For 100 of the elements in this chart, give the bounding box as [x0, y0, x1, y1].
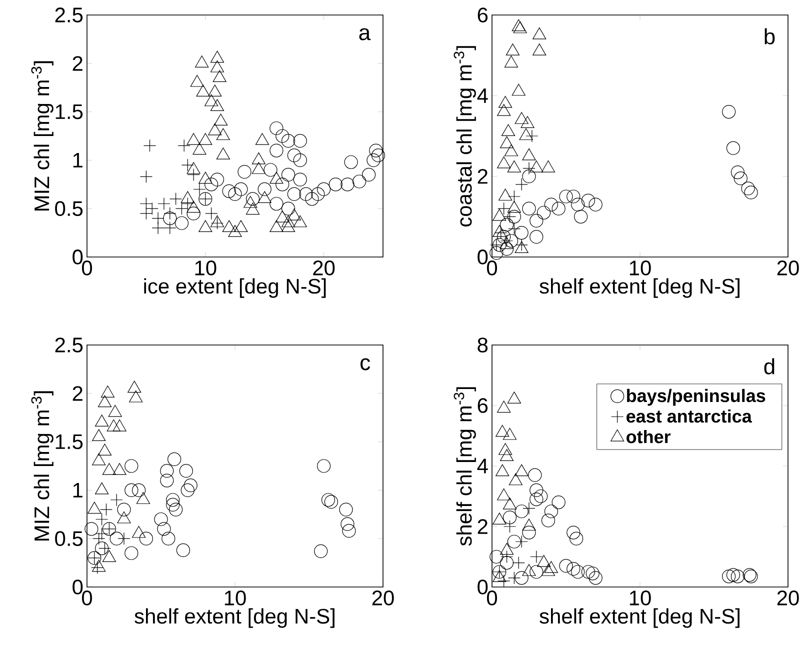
point: [522, 502, 536, 515]
x-tick-label: 10: [195, 260, 216, 276]
point: [522, 162, 536, 175]
point: [216, 128, 230, 140]
point: [519, 128, 533, 140]
y-axis-title: MIZ chl [mg m$^{-3}$]: [31, 61, 54, 210]
point: [258, 182, 272, 196]
point: [314, 544, 328, 558]
point: [210, 99, 224, 112]
point: [317, 459, 331, 473]
point: [98, 444, 112, 456]
x-tick-label: 10: [224, 590, 246, 606]
point: [530, 214, 544, 228]
point: [490, 246, 504, 260]
y-tick-label: 4: [477, 458, 488, 474]
point: [492, 512, 506, 524]
point: [162, 532, 176, 546]
annotation: a: [359, 28, 371, 40]
point: [208, 84, 222, 96]
point: [196, 84, 210, 96]
point: [537, 206, 551, 220]
point: [163, 211, 177, 226]
point: [169, 502, 183, 516]
point: [530, 565, 544, 579]
point: [270, 121, 284, 136]
point: [552, 202, 566, 216]
point: [344, 155, 358, 169]
point: [124, 546, 138, 560]
x-axis-title: shelf extent [deg N-S]: [540, 608, 740, 628]
point: [514, 112, 528, 124]
point: [124, 459, 138, 473]
point: [174, 216, 189, 230]
point: [726, 568, 740, 582]
x-axis-title: shelf extent [deg N-S]: [134, 608, 334, 628]
point: [95, 414, 109, 426]
point: [210, 50, 224, 63]
y-axis-title: shelf chl [mg m$^{-3}$]: [454, 387, 476, 546]
point: [305, 192, 319, 206]
point: [293, 153, 307, 167]
legend-label: other: [626, 430, 671, 444]
y-tick-label: 4: [477, 88, 488, 103]
point: [270, 196, 284, 211]
point: [118, 532, 130, 545]
point: [181, 197, 194, 210]
point: [276, 129, 290, 143]
point: [195, 56, 209, 68]
x-axis-title: ice extent [deg N-S]: [144, 278, 326, 298]
point: [528, 468, 542, 482]
point: [730, 166, 744, 180]
point: [544, 198, 558, 212]
point: [515, 535, 528, 548]
point: [270, 144, 284, 158]
x-axis-title: shelf extent [deg N-S]: [540, 278, 740, 298]
annotation: d: [764, 358, 774, 374]
y-tick-label: 2.5: [55, 8, 83, 22]
y-tick-label: 8: [478, 338, 488, 352]
y-axis-title: MIZ chl [mg m$^{-3}$]: [31, 391, 54, 540]
point: [504, 144, 518, 156]
point: [498, 96, 512, 108]
point: [500, 242, 514, 256]
point: [734, 172, 748, 186]
point: [504, 56, 518, 68]
point: [210, 60, 224, 72]
point: [246, 192, 260, 206]
point: [498, 443, 512, 455]
point: [222, 184, 236, 198]
y-tick-label: 2: [72, 386, 82, 401]
point: [514, 504, 528, 518]
point: [95, 482, 109, 494]
point: [581, 194, 596, 208]
point: [522, 202, 536, 216]
point: [502, 498, 517, 510]
point: [132, 483, 146, 497]
point: [110, 532, 124, 546]
point: [110, 494, 123, 506]
point: [170, 192, 182, 206]
point: [214, 114, 228, 126]
point: [157, 522, 171, 536]
point: [504, 234, 518, 248]
point: [117, 502, 131, 516]
point: [741, 182, 755, 196]
point: [252, 152, 266, 164]
x-tick-label: 10: [630, 590, 651, 606]
point: [496, 424, 510, 437]
point: [96, 527, 108, 540]
point: [515, 178, 528, 191]
point: [129, 390, 143, 402]
point: [255, 133, 270, 145]
point: [522, 526, 536, 540]
point: [102, 463, 116, 475]
y-tick-label: 1.5: [56, 104, 83, 120]
point: [154, 512, 168, 526]
point: [92, 532, 106, 545]
point: [530, 483, 544, 498]
point: [184, 478, 198, 492]
point: [371, 148, 386, 162]
point: [497, 104, 511, 116]
point: [503, 520, 516, 533]
point: [362, 168, 376, 182]
point: [522, 148, 536, 160]
